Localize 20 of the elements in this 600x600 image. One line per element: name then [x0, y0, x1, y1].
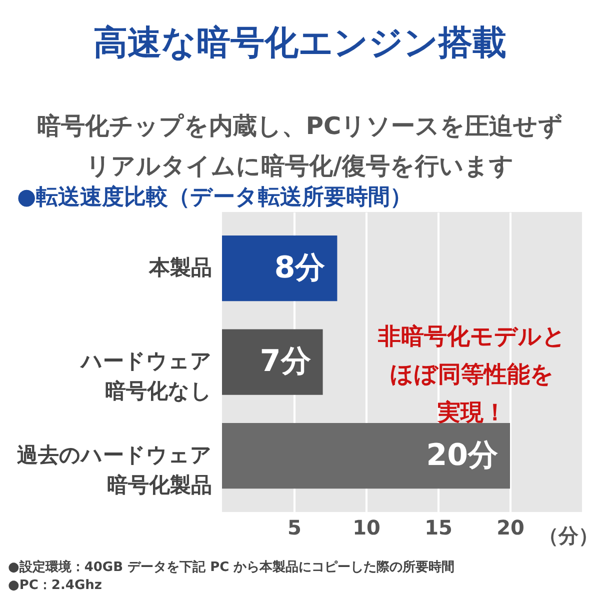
text: ●PC：2.4Ghz	[8, 578, 102, 593]
chart-title: 高速な暗号化エンジン搭載	[94, 23, 506, 63]
text: ●設定環境：40GB データを下記 PC から本製品にコピーした際の所要時間	[8, 559, 455, 575]
bar	[222, 235, 338, 302]
y-tick-label: 過去のハードウェア暗号化製品	[17, 442, 212, 497]
data-label: 8分	[274, 250, 326, 286]
data-label: 20分	[426, 438, 498, 473]
data-label: 7分	[260, 344, 311, 379]
x-axis-title: （分）	[538, 524, 598, 548]
bar	[222, 329, 323, 395]
bar	[222, 422, 510, 489]
chart-subtitle: 暗号化チップを内蔵し、PCリソースを圧迫せずリアルタイムに暗号化/復号を行います	[36, 112, 564, 180]
x-tick-label: 5	[288, 516, 302, 540]
y-tick-label: ハードウェア暗号化なし	[79, 349, 212, 403]
annotation: 非暗号化モデルとほぼ同等性能を実現！	[377, 323, 566, 426]
text: ●転送速度比較（データ転送所要時間）	[17, 184, 412, 210]
x-tick-label: 20	[496, 516, 524, 540]
x-tick-label: 10	[352, 516, 380, 540]
x-tick-label: 15	[424, 516, 452, 540]
y-tick-label: 本製品	[148, 255, 212, 280]
